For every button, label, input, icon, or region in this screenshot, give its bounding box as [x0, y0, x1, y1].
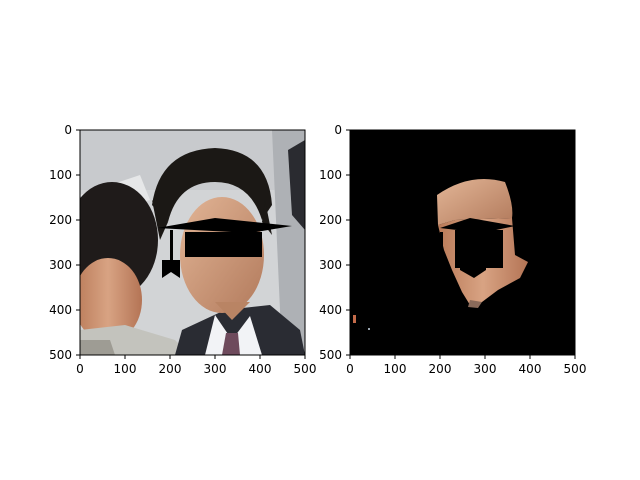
- mask-x-axis: 0 100 200 300 400 500: [346, 355, 586, 376]
- photo-x-tick-label: 200: [159, 362, 182, 376]
- photo-panel: 0 100 200 300 400 500 0 100 200 300 400 500: [49, 123, 316, 376]
- mask-x-tick-label: 100: [384, 362, 407, 376]
- photo-x-tick-label: 100: [114, 362, 137, 376]
- photo-x-axis: 0 100 200 300 400 500: [76, 355, 316, 376]
- photo-x-tick-label: 400: [249, 362, 272, 376]
- mask-x-tick-label: 0: [346, 362, 354, 376]
- mask-y-tick-label: 500: [319, 348, 342, 362]
- mask-x-tick-label: 400: [519, 362, 542, 376]
- mask-y-tick-label: 200: [319, 213, 342, 227]
- mask-y-tick-label: 0: [334, 123, 342, 137]
- mask-x-tick-label: 200: [429, 362, 452, 376]
- photo-x-tick-label: 0: [76, 362, 84, 376]
- mask-y-tick-label: 100: [319, 168, 342, 182]
- photo-y-tick-label: 100: [49, 168, 72, 182]
- photo-y-tick-label: 200: [49, 213, 72, 227]
- cap-overlay-right: [440, 218, 515, 278]
- photo-y-tick-label: 400: [49, 303, 72, 317]
- mask-x-tick-label: 300: [474, 362, 497, 376]
- mask-x-tick-label: 500: [564, 362, 587, 376]
- photo-y-tick-label: 0: [64, 123, 72, 137]
- photo-frame: [79, 129, 306, 356]
- mask-y-tick-label: 300: [319, 258, 342, 272]
- photo-y-tick-label: 500: [49, 348, 72, 362]
- mask-y-axis: 0 100 200 300 400 500: [319, 123, 350, 362]
- photo-y-tick-label: 300: [49, 258, 72, 272]
- photo-x-tick-label: 500: [294, 362, 317, 376]
- photo-x-tick-label: 300: [204, 362, 227, 376]
- cap-overlay-left: [157, 218, 292, 278]
- mask-frame: [349, 129, 576, 356]
- mask-panel: 0 100 200 300 400 500 0 100 200 300 400 500: [319, 123, 586, 376]
- photo-y-axis: 0 100 200 300 400 500: [49, 123, 80, 362]
- mask-y-tick-label: 400: [319, 303, 342, 317]
